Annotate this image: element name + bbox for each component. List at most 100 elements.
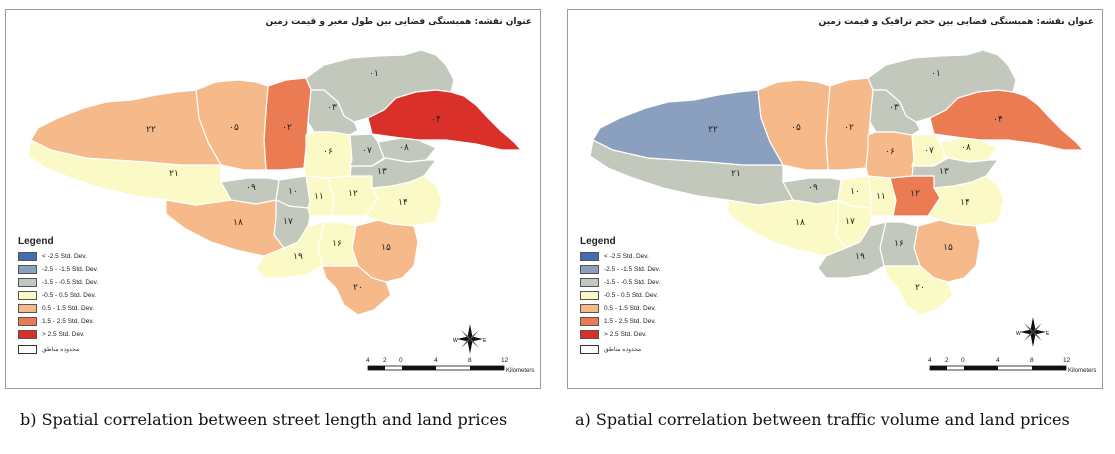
district-label-10: ۱۰ bbox=[288, 187, 298, 197]
legend-label: -2.5 - -1.5 Std. Dev. bbox=[604, 266, 661, 273]
district-07 bbox=[349, 133, 385, 167]
district-label-19: ۱۹ bbox=[855, 252, 865, 262]
scale-tick: 4 bbox=[434, 357, 438, 364]
legend-swatch bbox=[18, 278, 37, 287]
legend-swatch bbox=[18, 265, 37, 274]
map-panel-b: عنوان نقشه: همبستگی فضایی بین طول معبر و… bbox=[5, 9, 541, 389]
scale-unit: Kilometers bbox=[1068, 368, 1096, 374]
district-label-01: ۰۱ bbox=[931, 69, 941, 79]
district-label-19: ۱۹ bbox=[293, 252, 303, 262]
district-07 bbox=[911, 133, 947, 167]
scale-tick: 4 bbox=[928, 357, 932, 364]
district-label-11: ۱۱ bbox=[876, 192, 886, 202]
district-label-09: ۰۹ bbox=[246, 183, 256, 193]
legend-swatch bbox=[18, 252, 37, 261]
district-label-16: ۱۶ bbox=[894, 239, 904, 249]
district-label-18: ۱۸ bbox=[233, 218, 243, 228]
district-08 bbox=[939, 137, 999, 163]
scale-tick: 12 bbox=[1063, 357, 1071, 364]
district-map: ۱۰ ۱۱ ۱۲ ۱۳ ۱۴ ۱۵ ۱۶ ۱۷ ۱۸ ۱۹ ۲۰ ۲۱ ۲۲ ۰۱ ۰۲ ۰۳ ۰۴ ۰۵ ۰۶ ۰۷… bbox=[589, 49, 1085, 316]
legend-label: > 2.5 Std. Dev. bbox=[42, 331, 85, 338]
legend-item: -2.5 - -1.5 Std. Dev. bbox=[580, 263, 660, 276]
district-label-04: ۰۴ bbox=[431, 115, 441, 125]
district-label-16: ۱۶ bbox=[332, 239, 342, 249]
district-label-21: ۲۱ bbox=[169, 169, 179, 179]
scale-unit: Kilometers bbox=[506, 368, 534, 374]
legend-swatch bbox=[18, 291, 37, 300]
district-05 bbox=[195, 79, 269, 171]
district-label-21: ۲۱ bbox=[731, 169, 741, 179]
legend-label: 0.5 - 1.5 Std. Dev. bbox=[42, 305, 94, 312]
compass-w: W bbox=[453, 338, 458, 344]
legend-swatch bbox=[580, 317, 599, 326]
district-map: ۱۰ ۱۱ ۱۲ ۱۳ ۱۴ ۱۵ ۱۶ ۱۷ ۱۸ ۱۹ ۲۰ ۲۱ ۲۲ ۰۱ ۰۲ ۰۳ ۰۴ ۰۵ ۰۶ ۰۷… bbox=[27, 49, 523, 316]
compass-icon: W E bbox=[453, 324, 487, 354]
district-06 bbox=[303, 131, 353, 179]
legend-swatch bbox=[580, 304, 599, 313]
district-label-11: ۱۱ bbox=[314, 192, 324, 202]
district-label-22: ۲۲ bbox=[708, 125, 718, 135]
legend-label: < -2.5 Std. Dev. bbox=[604, 253, 649, 260]
legend: Legend < -2.5 Std. Dev. -2.5 - -1.5 Std. … bbox=[18, 236, 98, 356]
district-09 bbox=[220, 177, 280, 205]
legend-label: -0.5 - 0.5 Std. Dev. bbox=[42, 292, 97, 299]
scale-tick: 0 bbox=[961, 357, 965, 364]
legend-swatch bbox=[580, 291, 599, 300]
legend-label: -2.5 - -1.5 Std. Dev. bbox=[42, 266, 99, 273]
district-label-20: ۲۰ bbox=[915, 283, 925, 293]
legend-items: < -2.5 Std. Dev. -2.5 - -1.5 Std. Dev. -1.… bbox=[18, 250, 98, 341]
legend-swatch bbox=[580, 278, 599, 287]
map-title: عنوان نقشه: همبستگی فضایی بین طول معبر و… bbox=[265, 17, 532, 27]
legend-swatch bbox=[18, 330, 37, 339]
district-label-07: ۰۷ bbox=[362, 146, 372, 156]
legend-items: < -2.5 Std. Dev. -2.5 - -1.5 Std. Dev. -1.… bbox=[580, 250, 660, 341]
legend-item: -1.5 - -0.5 Std. Dev. bbox=[580, 276, 660, 289]
legend-label: -1.5 - -0.5 Std. Dev. bbox=[42, 279, 99, 286]
district-18 bbox=[165, 199, 285, 257]
district-18 bbox=[727, 199, 847, 257]
legend-label: 0.5 - 1.5 Std. Dev. bbox=[604, 305, 656, 312]
legend-item: 1.5 - 2.5 Std. Dev. bbox=[580, 315, 660, 328]
legend-item: 1.5 - 2.5 Std. Dev. bbox=[18, 315, 98, 328]
legend: Legend < -2.5 Std. Dev. -2.5 - -1.5 Std. … bbox=[580, 236, 660, 356]
district-label-17: ۱۷ bbox=[845, 217, 855, 227]
scale-tick: 2 bbox=[383, 357, 387, 364]
scale-bar: 4 2 0 4 8 12 Kilometers bbox=[366, 357, 534, 374]
district-label-10: ۱۰ bbox=[850, 187, 860, 197]
legend-label: 1.5 - 2.5 Std. Dev. bbox=[42, 318, 94, 325]
district-label-05: ۰۵ bbox=[229, 123, 239, 133]
scale-tick: 12 bbox=[501, 357, 509, 364]
legend-item: -2.5 - -1.5 Std. Dev. bbox=[18, 263, 98, 276]
boundary-label: محدوده مناطق bbox=[604, 346, 642, 353]
scale-tick: 4 bbox=[996, 357, 1000, 364]
district-08 bbox=[377, 137, 437, 163]
legend-swatch bbox=[18, 304, 37, 313]
district-label-14: ۱۴ bbox=[398, 198, 408, 208]
district-label-04: ۰۴ bbox=[993, 115, 1003, 125]
legend-label: -1.5 - -0.5 Std. Dev. bbox=[604, 279, 661, 286]
district-14 bbox=[365, 175, 443, 227]
compass-w: W bbox=[1016, 331, 1021, 337]
legend-item: > 2.5 Std. Dev. bbox=[580, 328, 660, 341]
legend-boundary: محدوده مناطق bbox=[580, 342, 660, 356]
legend-item: -0.5 - 0.5 Std. Dev. bbox=[580, 289, 660, 302]
scale-tick: 4 bbox=[366, 357, 370, 364]
boundary-label: محدوده مناطق bbox=[42, 346, 80, 353]
legend-boundary: محدوده مناطق bbox=[18, 342, 98, 356]
caption-b: b) Spatial correlation between street le… bbox=[20, 410, 508, 429]
legend-item: -0.5 - 0.5 Std. Dev. bbox=[18, 289, 98, 302]
district-label-02: ۰۲ bbox=[282, 123, 292, 133]
legend-label: -0.5 - 0.5 Std. Dev. bbox=[604, 292, 659, 299]
compass-icon: W E bbox=[1016, 317, 1050, 347]
district-label-08: ۰۸ bbox=[399, 143, 409, 153]
legend-item: < -2.5 Std. Dev. bbox=[18, 250, 98, 263]
boundary-swatch bbox=[18, 344, 37, 354]
map-panel-a: عنوان نقشه: همبستگی فضایی بین حجم ترافیک… bbox=[567, 9, 1103, 389]
district-label-15: ۱۵ bbox=[381, 243, 391, 253]
district-label-13: ۱۳ bbox=[939, 167, 949, 177]
legend-item: > 2.5 Std. Dev. bbox=[18, 328, 98, 341]
scale-tick: 0 bbox=[399, 357, 403, 364]
legend-item: < -2.5 Std. Dev. bbox=[580, 250, 660, 263]
district-19 bbox=[817, 221, 887, 279]
legend-swatch bbox=[580, 265, 599, 274]
